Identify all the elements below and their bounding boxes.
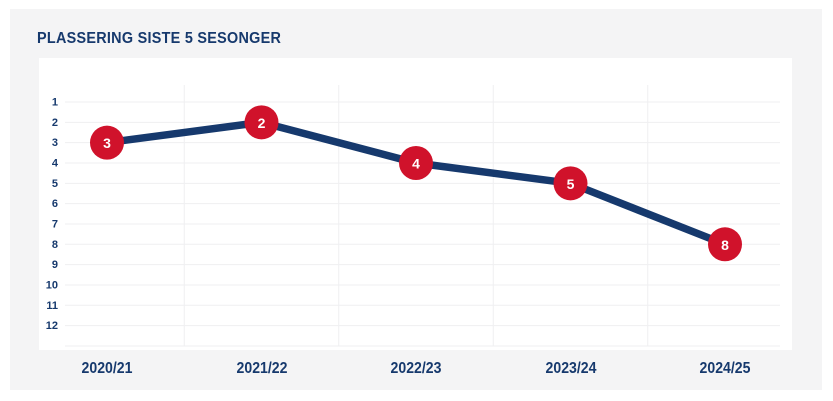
data-point-marker <box>708 227 742 262</box>
data-point-value: 3 <box>103 135 111 151</box>
y-tick-label: 11 <box>46 300 58 312</box>
data-point-value: 4 <box>412 155 420 171</box>
y-tick-label: 3 <box>52 137 58 149</box>
y-tick-label: 7 <box>52 218 58 230</box>
x-axis-labels: 2020/21 2021/22 2022/23 2023/24 2024/25 <box>10 360 822 382</box>
stat-card: PLASSERING SISTE 5 SESONGER 1 2 3 4 5 6 7 8 9 10 1… <box>10 9 822 390</box>
y-tick-label: 9 <box>52 259 58 271</box>
x-axis-label: 2020/21 <box>81 360 133 377</box>
data-point-value: 8 <box>721 237 729 253</box>
data-point-marker <box>90 125 124 160</box>
y-tick-label: 2 <box>52 117 58 129</box>
y-tick-label: 10 <box>46 279 58 291</box>
y-tick-label: 8 <box>52 239 58 251</box>
y-tick-label: 5 <box>52 178 58 190</box>
y-tick-label: 6 <box>52 198 58 210</box>
data-point-marker <box>244 105 279 140</box>
y-tick-label: 4 <box>52 157 59 169</box>
x-axis-label: 2023/24 <box>545 360 596 377</box>
y-tick-label: 1 <box>52 97 58 109</box>
chart-title: PLASSERING SISTE 5 SESONGER <box>37 30 282 47</box>
data-point-value: 5 <box>567 176 575 192</box>
data-point-value: 2 <box>258 115 266 131</box>
data-point-marker <box>553 166 588 201</box>
x-axis-label: 2024/25 <box>699 360 751 377</box>
x-axis-label: 2021/22 <box>236 360 287 377</box>
x-axis-label: 2022/23 <box>390 360 442 377</box>
y-tick-label: 12 <box>46 320 58 332</box>
data-point-marker <box>399 145 433 180</box>
plot-area: 1 2 3 4 5 6 7 8 9 10 11 12 3 2 4 5 8 <box>39 58 792 350</box>
